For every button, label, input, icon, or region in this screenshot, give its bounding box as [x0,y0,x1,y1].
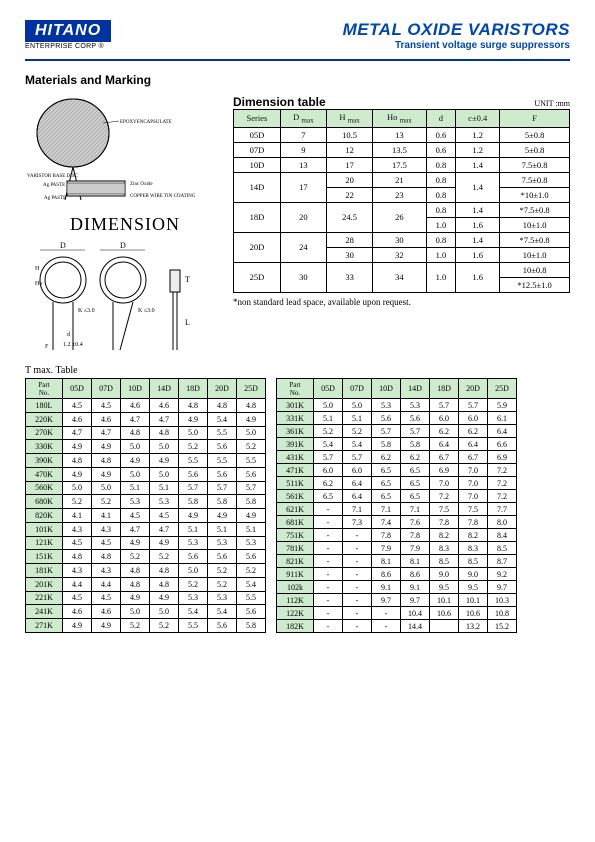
svg-text:K ≤3.0: K ≤3.0 [138,308,155,314]
dim-table-title: Dimension table [233,95,326,109]
svg-text:COPPER WIRE TIN COATING: COPPER WIRE TIN COATING [130,194,196,199]
svg-text:L: L [185,318,190,327]
svg-text:T: T [185,275,190,284]
svg-text:H: H [35,266,40,272]
header-divider [25,59,570,61]
svg-text:d: d [67,332,70,338]
doc-title: METAL OXIDE VARISTORS [343,20,570,40]
svg-text:Zinc Oxide: Zinc Oxide [130,182,153,187]
svg-text:VARISTOR BASE DISC: VARISTOR BASE DISC [27,174,79,179]
dim-note: *non standard lead space, available upon… [233,297,570,307]
logo: HITANO ENTERPRISE CORP ® [25,20,111,50]
svg-text:1.2 ±0.4: 1.2 ±0.4 [63,342,83,348]
section-title: Materials and Marking [25,73,570,87]
doc-subtitle: Transient voltage surge suppressors [343,40,570,51]
tmax-table-right: PartNo.05D07D10D14D18D20D25D301K5.05.05.… [276,378,517,633]
svg-text:Ag PASTE: Ag PASTE [44,196,66,201]
tmax-label: T max. Table [25,365,570,376]
logo-subtext: ENTERPRISE CORP ® [25,43,111,50]
tmax-table-left: PartNo.05D07D10D14D18D20D25D180L4.54.54.… [25,378,266,633]
svg-text:K ≤3.0: K ≤3.0 [78,308,95,314]
dimension-table: SeriesD maxH maxHo maxdc±0.4F 05D710.513… [233,109,570,293]
dimension-diagram: D D K ≤3.0 K ≤3.0 F d 1.2 ±0.4 [25,235,225,355]
materials-diagram: EPOXYENCAPSULATE VARISTOR BASE DISC Ag P… [25,95,225,210]
svg-text:D: D [60,241,66,250]
svg-text:Ho: Ho [35,281,42,287]
svg-text:Ag PASTE: Ag PASTE [43,183,65,188]
svg-text:D: D [120,241,126,250]
dimension-word: DIMENSION [25,214,225,235]
svg-text:EPOXYENCAPSULATE: EPOXYENCAPSULATE [120,120,172,125]
svg-text:F: F [45,344,49,350]
dim-unit: UNIT :mm [534,99,570,108]
logo-text: HITANO [25,20,111,42]
